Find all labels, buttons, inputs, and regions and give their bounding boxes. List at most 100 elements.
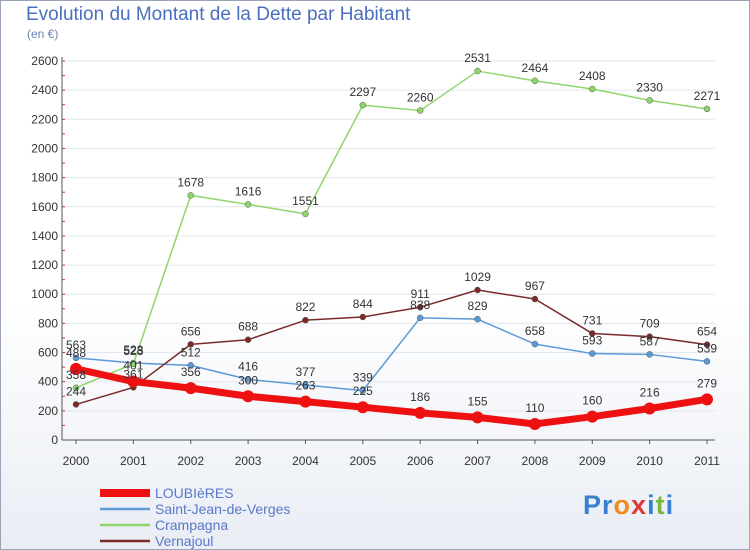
logo-letter: x (631, 490, 648, 520)
data-label: 688 (238, 320, 258, 334)
data-label: 539 (697, 341, 717, 355)
data-label: 1616 (235, 184, 262, 198)
data-label: 216 (640, 386, 660, 400)
data-label: 263 (295, 379, 315, 393)
logo-letter: t (655, 490, 666, 520)
logo-letter: i (647, 490, 656, 520)
data-point (72, 384, 80, 392)
legend-label: Vernajoul (155, 533, 213, 549)
y-tick-label: 1200 (31, 258, 58, 272)
data-point (359, 313, 367, 321)
y-tick-label: 2400 (31, 83, 58, 97)
data-point (72, 401, 80, 408)
data-label: 2464 (522, 61, 549, 75)
y-tick-label: 1400 (31, 229, 58, 243)
data-label: 1551 (292, 194, 319, 208)
logo-letter: P (583, 490, 603, 520)
data-point (242, 390, 255, 403)
y-tick-label: 600 (38, 346, 58, 360)
data-point (70, 362, 82, 375)
data-point (302, 316, 309, 324)
x-tick-label: 2006 (407, 454, 434, 468)
data-point (589, 350, 596, 357)
data-label: 967 (525, 279, 545, 293)
data-label: 339 (353, 371, 373, 385)
x-tick-label: 2009 (579, 454, 606, 468)
data-label: 2408 (579, 69, 606, 83)
logo-letter: o (613, 490, 632, 520)
data-label: 656 (181, 324, 201, 338)
y-tick-label: 400 (38, 375, 58, 389)
x-tick-label: 2004 (292, 454, 319, 468)
x-tick-label: 2005 (349, 454, 376, 468)
data-point (471, 411, 484, 424)
data-point (244, 376, 252, 383)
data-point (531, 295, 539, 303)
data-point (528, 417, 541, 430)
data-label: 110 (525, 401, 544, 415)
data-label: 300 (238, 373, 258, 387)
legend-label: Crampagna (155, 517, 228, 533)
logo-letter: i (665, 490, 675, 520)
y-tick-label: 1000 (31, 287, 58, 301)
data-point (646, 97, 653, 104)
x-tick-label: 2010 (636, 454, 663, 468)
data-label: 1678 (177, 175, 204, 189)
data-label: 358 (66, 368, 86, 382)
data-point (187, 192, 194, 199)
data-point (244, 201, 252, 208)
data-point (416, 314, 424, 322)
data-point (356, 401, 369, 414)
y-tick-label: 2600 (31, 54, 58, 68)
data-label: 488 (66, 346, 86, 360)
data-label: 587 (640, 334, 660, 348)
data-point (184, 382, 197, 395)
y-tick-label: 200 (38, 404, 58, 418)
series-line-4 (75, 289, 708, 406)
data-label: 593 (582, 334, 602, 348)
series-line-3 (75, 70, 708, 389)
x-tick-label: 2008 (522, 454, 549, 468)
data-label: 844 (353, 297, 373, 311)
data-label: 2297 (349, 85, 376, 99)
data-point (474, 67, 481, 75)
data-point (474, 286, 481, 294)
y-tick-label: 1600 (31, 200, 58, 214)
data-label: 155 (468, 394, 488, 408)
x-tick-label: 2011 (694, 454, 720, 468)
data-point (643, 402, 656, 415)
data-label: 356 (181, 365, 201, 379)
y-tick-label: 2000 (31, 141, 58, 155)
x-tick-label: 2007 (464, 454, 491, 468)
data-point (187, 341, 194, 348)
data-label: 377 (295, 365, 315, 379)
data-point (416, 107, 424, 114)
data-label: 911 (411, 287, 430, 301)
data-point (302, 381, 309, 389)
data-label: 512 (181, 345, 201, 359)
data-point (701, 393, 713, 406)
data-label: 401 (123, 359, 143, 373)
chart-title: Evolution du Montant de la Dette par Hab… (26, 4, 411, 25)
x-tick-label: 2001 (120, 454, 147, 468)
data-point (72, 354, 80, 362)
x-tick-label: 2000 (63, 454, 90, 468)
data-point (589, 85, 596, 93)
data-point (244, 336, 252, 343)
data-label: 416 (238, 359, 258, 373)
data-label: 2271 (694, 89, 721, 103)
data-label: 658 (525, 324, 545, 338)
data-label: 2531 (464, 51, 491, 65)
data-point (703, 358, 711, 365)
data-label: 709 (640, 317, 660, 331)
data-label: 654 (697, 325, 717, 339)
x-tick-label: 2003 (235, 454, 262, 468)
data-point (416, 303, 424, 311)
data-label: 822 (295, 300, 315, 314)
x-tick-label: 2002 (177, 454, 204, 468)
data-point (646, 351, 653, 358)
data-label: 244 (66, 384, 86, 398)
series-line-2 (75, 317, 708, 392)
